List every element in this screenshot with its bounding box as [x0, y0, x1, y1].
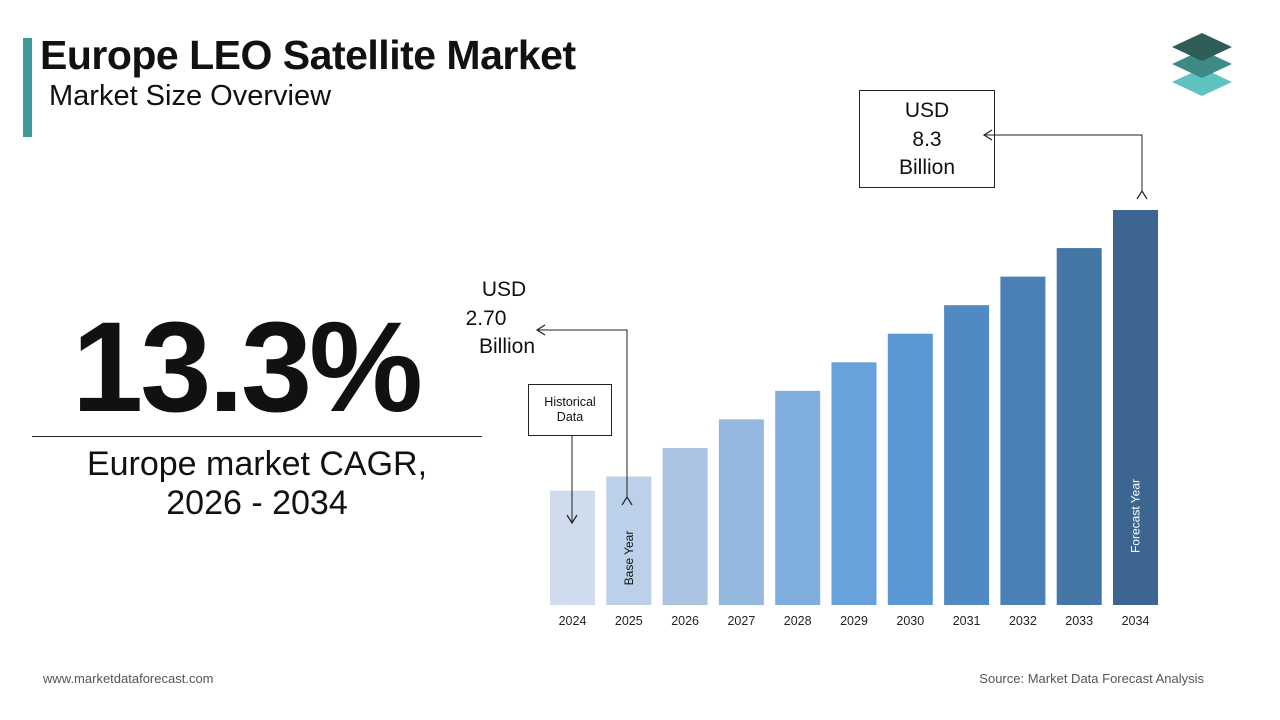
base-year-label: Base Year [622, 531, 636, 586]
x-tick-label: 2027 [727, 614, 755, 628]
x-tick-label: 2033 [1065, 614, 1093, 628]
logo-layer-bottom [1172, 68, 1232, 96]
x-tick-label: 2025 [615, 614, 643, 628]
bar-2030 [887, 333, 933, 605]
bar-2033 [1056, 248, 1102, 605]
x-tick-label: 2026 [671, 614, 699, 628]
cagr-label-line2: 2026 - 2034 [166, 484, 348, 522]
cagr-label: Europe market CAGR, 2026 - 2034 [32, 445, 482, 523]
page-title: Europe LEO Satellite Market [40, 32, 576, 78]
end-value-box [859, 90, 995, 188]
x-axis-ticks: 2024 2025 2026 2027 2028 2029 2030 2031 2032 2033… [559, 614, 1150, 628]
logo-layer-top [1172, 33, 1232, 61]
bar-2034 [1113, 210, 1158, 605]
end-value-annotation: USD 8.3 Billion [859, 90, 1148, 200]
forecast-year-label: Forecast Year [1129, 479, 1143, 553]
bar-labels: Base Year Forecast Year [622, 479, 1143, 585]
end-value-line2: 8.3 [912, 128, 941, 151]
historical-data-line1: Historical [544, 395, 595, 409]
historical-data-line2: Data [557, 410, 583, 424]
bar-2028 [775, 390, 821, 605]
start-value-line3: Billion [479, 335, 535, 358]
cagr-value: 13.3% [72, 296, 423, 439]
footer-source: Source: Market Data Forecast Analysis [979, 671, 1204, 686]
start-value-annotation: USD 2.70 Billion [466, 278, 633, 506]
page-subtitle: Market Size Overview [49, 80, 332, 112]
brand-logo-icon [1168, 30, 1236, 105]
footer-website: www.marketdataforecast.com [43, 671, 214, 686]
start-value-line1: USD [482, 278, 526, 301]
bar-2031 [944, 305, 990, 605]
bar-2029 [831, 362, 877, 605]
start-value-arrow [535, 324, 633, 506]
bars-layer [550, 210, 1158, 605]
x-tick-label: 2030 [896, 614, 924, 628]
historical-data-annotation: Historical Data [528, 384, 612, 525]
x-tick-label: 2028 [784, 614, 812, 628]
bar-2026 [662, 447, 708, 605]
bar-2032 [1000, 276, 1046, 605]
bar-2027 [718, 419, 764, 605]
x-tick-label: 2024 [559, 614, 587, 628]
logo-layer-middle [1172, 50, 1232, 78]
start-value-line2: 2.70 [466, 307, 507, 330]
cagr-label-line1: Europe market CAGR, [86, 445, 428, 483]
x-tick-label: 2031 [953, 614, 981, 628]
end-value-arrow [982, 129, 1148, 200]
x-tick-label: 2032 [1009, 614, 1037, 628]
divider [32, 436, 482, 437]
end-value-line3: Billion [899, 156, 955, 179]
end-value-line1: USD [905, 99, 949, 122]
accent-bar [23, 38, 32, 137]
x-tick-label: 2034 [1122, 614, 1150, 628]
historical-data-box [528, 384, 612, 436]
x-tick-label: 2029 [840, 614, 868, 628]
